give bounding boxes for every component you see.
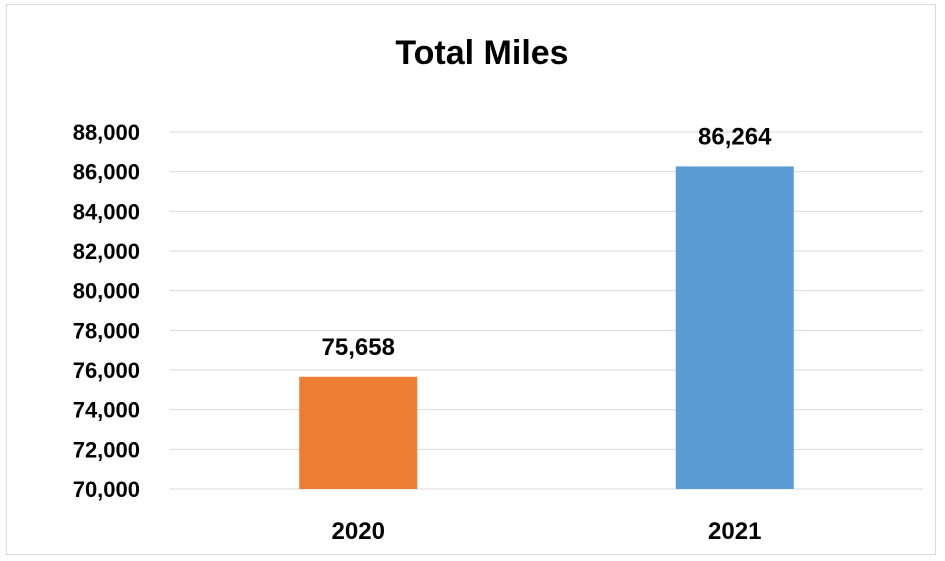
chart-title: Total Miles	[395, 34, 568, 72]
bars	[299, 166, 794, 489]
y-tick-label: 76,000	[73, 358, 140, 383]
y-tick-label: 88,000	[73, 120, 140, 145]
y-tick-label: 84,000	[73, 199, 140, 224]
y-tick-label: 74,000	[73, 398, 140, 423]
y-tick-label: 82,000	[73, 239, 140, 264]
y-tick-label: 72,000	[73, 437, 140, 462]
y-axis-ticks: 70,000 72,000 74,000 76,000 78,000 80,000 82,0…	[73, 120, 140, 502]
gridlines	[170, 131, 923, 490]
data-labels: 75,658 86,264	[322, 123, 773, 360]
y-tick-label: 86,000	[73, 160, 140, 185]
y-tick-label: 78,000	[73, 318, 140, 343]
x-category-label: 2021	[708, 518, 761, 545]
y-tick-label: 80,000	[73, 279, 140, 304]
x-category-label: 2020	[332, 518, 385, 545]
bar-2021	[675, 166, 794, 489]
y-tick-label: 70,000	[73, 477, 140, 502]
data-label: 75,658	[322, 334, 395, 361]
data-label: 86,264	[698, 123, 772, 150]
x-axis-categories: 2020 2021	[332, 518, 762, 545]
bar-2020	[299, 376, 418, 489]
